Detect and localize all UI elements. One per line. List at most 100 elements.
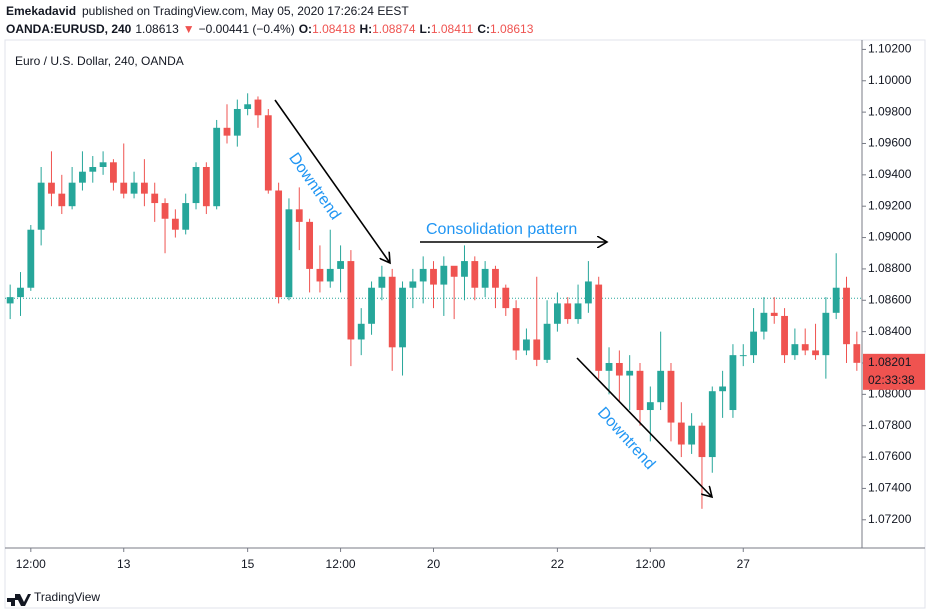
candle-body xyxy=(357,323,365,340)
candle-body xyxy=(461,261,468,277)
candle-body xyxy=(502,287,510,309)
candle-body xyxy=(316,268,324,282)
plot xyxy=(5,93,862,509)
candle-body xyxy=(161,203,169,219)
y-tick-label: 1.10000 xyxy=(868,73,912,87)
ohlc-value: 1.08874 xyxy=(372,22,416,36)
countdown: 02:33:38 xyxy=(868,373,915,387)
candle-body xyxy=(667,370,675,423)
candle-body xyxy=(233,108,241,136)
candle-body xyxy=(140,182,148,194)
x-tick-label: 22 xyxy=(551,557,565,571)
price-tag xyxy=(863,353,925,390)
candle-body xyxy=(553,303,561,324)
annotation: Consolidation pattern xyxy=(426,221,577,238)
candle-body xyxy=(605,362,613,371)
candle-body xyxy=(801,344,809,351)
symbol-legend: OANDA:EURUSD, 240 1.08613 ▼ −0.00441 (−0.4%… xyxy=(6,22,534,36)
ohlc-label: H: xyxy=(359,22,372,36)
symbol: OANDA:EURUSD, 240 xyxy=(6,22,132,36)
candle-body xyxy=(79,171,86,183)
candle-body xyxy=(430,268,437,285)
candle-body xyxy=(750,331,757,356)
ohlc-value: 1.08613 xyxy=(490,22,534,36)
candle-body xyxy=(688,425,696,445)
y-tick-label: 1.09800 xyxy=(868,104,912,118)
y-tick-label: 1.07800 xyxy=(868,418,912,432)
candle-body xyxy=(368,287,375,324)
candle-body xyxy=(719,386,727,392)
y-tick-label: 1.07600 xyxy=(868,449,912,463)
candle-body xyxy=(58,193,66,207)
candle-body xyxy=(533,339,541,360)
candle-body xyxy=(492,268,499,288)
ohlc-value: 1.08418 xyxy=(312,22,356,36)
candle-body xyxy=(512,308,520,351)
ohlc-label: C: xyxy=(477,22,490,36)
y-tick-label: 1.08600 xyxy=(868,292,912,306)
x-tick-label: 27 xyxy=(737,557,751,571)
candle-body xyxy=(791,344,799,356)
candle-body xyxy=(120,182,128,194)
chart-title: Euro / U.S. Dollar, 240, OANDA xyxy=(15,54,184,68)
candle-body xyxy=(657,370,665,403)
candle-body xyxy=(543,323,551,360)
frame xyxy=(4,39,926,609)
candle-body xyxy=(378,276,386,288)
candle-body xyxy=(822,312,830,356)
y-tick-label: 1.08000 xyxy=(868,387,912,401)
candle-body xyxy=(202,167,210,207)
published: published on TradingView.com, May 05, 20… xyxy=(82,4,409,18)
candle-body xyxy=(326,268,334,282)
candle-body xyxy=(481,268,489,288)
candle-body xyxy=(729,355,737,411)
y-tick-label: 1.09400 xyxy=(868,167,912,181)
candle-body xyxy=(6,297,14,304)
candle-body xyxy=(151,193,159,204)
candle-body xyxy=(781,315,788,356)
logo xyxy=(7,594,31,606)
y-tick-label: 1.08400 xyxy=(868,324,912,338)
change-arrow: ▼ xyxy=(183,22,195,36)
x-tick-label: 12:00 xyxy=(635,557,665,571)
candle-body xyxy=(471,261,479,288)
candle-body xyxy=(306,221,314,269)
candle-body xyxy=(770,312,778,316)
x-tick-label: 15 xyxy=(241,557,255,571)
brand: TradingView xyxy=(34,590,100,604)
ohlc-label: L: xyxy=(420,22,431,36)
candle-body xyxy=(595,284,603,371)
candle-body xyxy=(68,182,76,207)
price-tag-label: 1.08201 xyxy=(868,355,912,369)
candle-body xyxy=(853,344,861,363)
candle-body xyxy=(264,115,272,191)
candle-body xyxy=(337,261,344,269)
candle-body xyxy=(213,127,221,207)
ohlc-label: O: xyxy=(299,22,312,36)
candle-body xyxy=(171,218,179,230)
candle-body xyxy=(37,182,45,230)
y-tick-label: 1.09000 xyxy=(868,230,912,244)
candle-body xyxy=(450,265,458,277)
candle-body xyxy=(27,229,35,288)
ohlc-value: 1.08411 xyxy=(431,22,474,36)
arrow xyxy=(576,357,712,497)
candle-body xyxy=(110,162,117,183)
candle-body xyxy=(739,355,747,357)
candle-body xyxy=(244,104,252,109)
y-tick-label: 1.07400 xyxy=(868,481,912,495)
candle-body xyxy=(760,312,768,332)
candle-body xyxy=(636,370,644,411)
candle-body xyxy=(523,339,530,351)
candle-body xyxy=(285,209,293,298)
candle-body xyxy=(564,303,572,320)
candle-body xyxy=(99,162,107,167)
candle-body xyxy=(574,303,582,320)
candle-body xyxy=(89,167,97,172)
candle-body xyxy=(615,362,623,376)
candle-body xyxy=(843,287,850,345)
x-tick-label: 12:00 xyxy=(16,557,46,571)
y-tick-label: 1.08800 xyxy=(868,261,912,275)
